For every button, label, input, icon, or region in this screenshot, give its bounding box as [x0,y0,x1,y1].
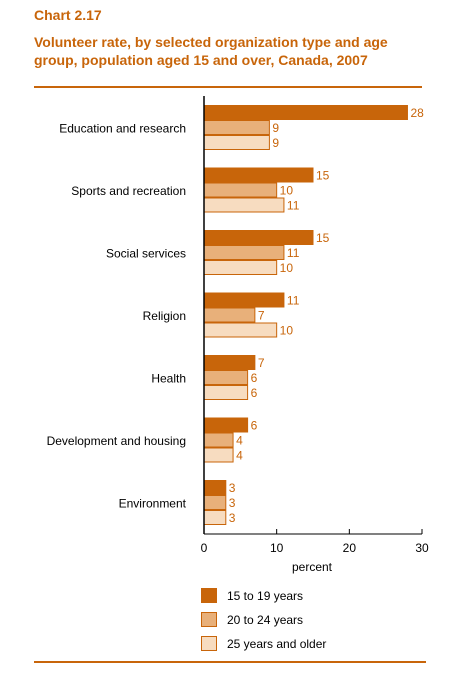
bar [203,432,234,448]
category-label: Religion [143,309,186,323]
legend-label: 20 to 24 years [227,613,303,627]
data-label: 28 [410,106,424,120]
bar [203,385,249,400]
data-label: 6 [251,371,258,385]
bar [203,307,256,323]
data-label: 9 [272,136,279,150]
bar [203,447,234,463]
bar [203,245,285,260]
data-label: 11 [287,294,300,308]
bar [203,417,249,433]
x-tick-label: 10 [270,541,284,555]
data-label: 10 [280,324,294,338]
bar [203,197,285,213]
bar [203,105,408,120]
chart-title: Volunteer rate, by selected organization… [34,34,388,68]
data-label: 4 [236,434,243,448]
category-label: Education and research [59,122,186,136]
data-label: 3 [229,481,236,495]
bar [203,322,278,338]
bottom-rule [34,661,426,663]
bar [203,182,278,198]
x-tick-label: 30 [415,541,429,555]
x-tick-label: 0 [201,541,208,555]
bar [203,120,270,135]
top-rule [34,86,422,88]
x-tick-label: 20 [343,541,357,555]
data-label: 15 [316,231,330,245]
bar [203,230,314,245]
legend-label: 25 years and older [227,637,326,651]
data-label: 10 [280,261,294,275]
legend-swatch [201,612,217,627]
data-label: 4 [236,449,243,463]
bar [203,167,314,183]
category-label: Health [151,372,186,386]
bar [203,480,227,495]
category-label: Development and housing [47,434,186,448]
data-label: 11 [287,199,300,213]
data-label: 6 [251,386,258,400]
bar [203,370,249,385]
category-label: Sports and recreation [71,184,186,198]
legend-swatch [201,636,217,651]
bar [203,260,278,275]
bar [203,135,270,150]
category-label: Environment [119,497,187,511]
bar [203,495,227,510]
bar [203,355,256,370]
x-axis-label: percent [292,560,333,574]
data-label: 3 [229,511,236,525]
data-label: 9 [272,121,279,135]
data-label: 3 [229,496,236,510]
bar [203,292,285,308]
data-label: 15 [316,169,330,183]
data-label: 6 [251,419,258,433]
data-label: 7 [258,356,265,370]
legend-label: 15 to 19 years [227,589,303,603]
data-label: 10 [280,184,294,198]
category-label: Social services [106,247,186,261]
legend-swatch [201,588,217,603]
data-label: 7 [258,309,265,323]
data-label: 11 [287,246,300,260]
bar [203,510,227,525]
chart-number: Chart 2.17 [34,7,102,23]
